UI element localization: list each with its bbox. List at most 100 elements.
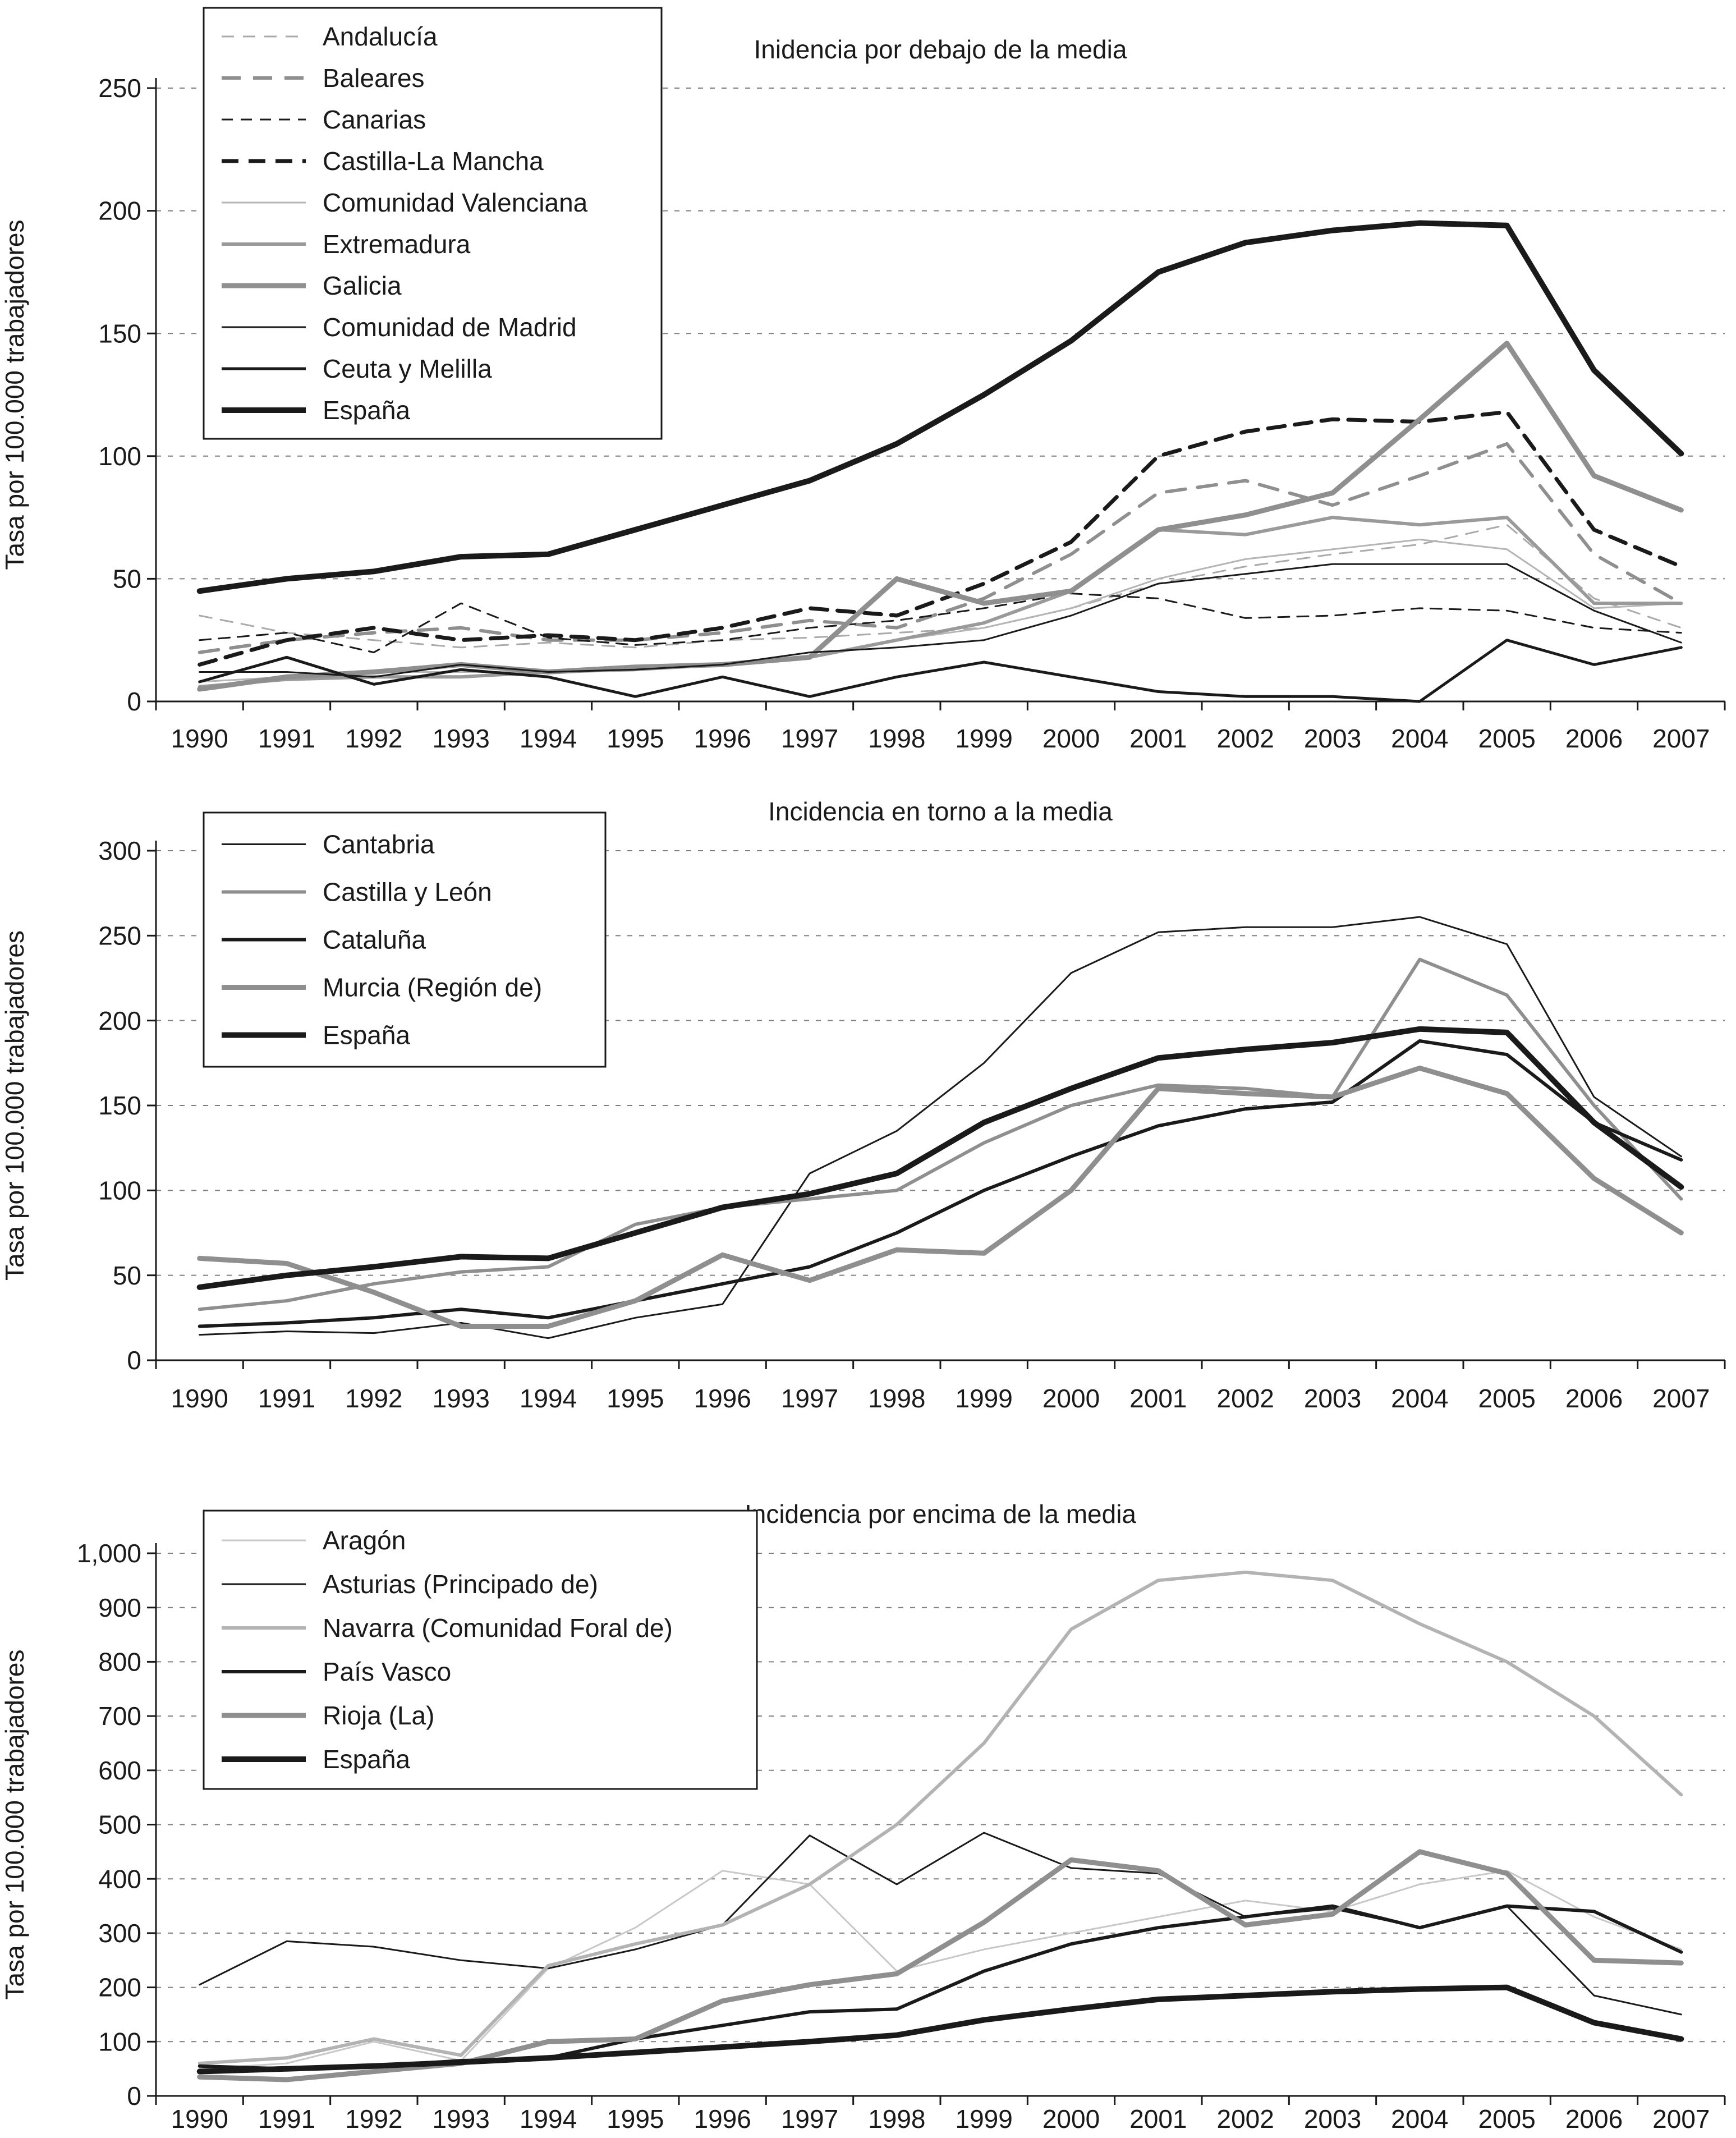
x-tick-label: 2004: [1391, 1384, 1448, 1413]
y-tick-label: 50: [113, 565, 141, 594]
x-tick-label: 1993: [432, 724, 489, 753]
legend: Cantabria Castilla y León Cataluña Murcia (…: [203, 811, 607, 1068]
legend-label: Murcia (Región de): [323, 973, 542, 1002]
chart-title: Incidencia por encima de la media: [745, 1499, 1136, 1529]
series-line: [198, 442, 1683, 654]
legend-label: Comunidad de Madrid: [323, 313, 577, 342]
chart-1: Inidencia por debajo de la media Tasa por…: [0, 7, 1726, 753]
y-tick-label: 900: [98, 1593, 141, 1622]
x-tick-label: 1997: [781, 2104, 838, 2134]
x-tick-label: 1993: [432, 1384, 489, 1413]
y-tick-label: 200: [98, 1973, 141, 2002]
legend-label: Comunidad Valenciana: [323, 188, 588, 217]
x-tick-label: 1997: [781, 724, 838, 753]
x-tick-label: 1998: [868, 1384, 925, 1413]
x-tick-label: 1995: [607, 1384, 664, 1413]
legend-label: Cantabria: [323, 830, 435, 859]
legend-label: Galicia: [323, 271, 402, 300]
x-tick-label: 1995: [607, 2104, 664, 2134]
x-tick-label: 2000: [1042, 2104, 1100, 2134]
y-tick-label: 100: [98, 442, 141, 471]
legend-label: Aragón: [323, 1526, 406, 1555]
x-tick-label: 1996: [694, 2104, 751, 2134]
x-tick-label: 1991: [258, 2104, 315, 2134]
legend-label: España: [323, 1745, 410, 1774]
x-tick-label: 2004: [1391, 2104, 1448, 2134]
x-tick-label: 2001: [1129, 2104, 1187, 2134]
x-tick-label: 2002: [1216, 2104, 1274, 2134]
x-tick-label: 2005: [1478, 1384, 1535, 1413]
y-tick-label: 150: [98, 1091, 141, 1120]
legend-label: Canarias: [323, 105, 426, 134]
y-tick-label: 100: [98, 1176, 141, 1205]
x-tick-label: 1992: [345, 1384, 402, 1413]
y-tick-label: 300: [98, 1919, 141, 1948]
series-line: [199, 916, 1682, 1339]
x-tick-label: 1995: [607, 724, 664, 753]
x-tick-label: 1999: [955, 724, 1012, 753]
x-tick-label: 1997: [781, 1384, 838, 1413]
x-tick-label: 1990: [171, 2104, 228, 2134]
x-tick-label: 1998: [868, 724, 925, 753]
x-tick-label: 1996: [694, 724, 751, 753]
x-tick-label: 1990: [171, 1384, 228, 1413]
x-tick-label: 2000: [1042, 1384, 1100, 1413]
y-tick-label: 500: [98, 1810, 141, 1839]
legend-label: Andalucía: [323, 22, 438, 51]
y-tick-label: 800: [98, 1648, 141, 1677]
x-tick-label: 1992: [345, 2104, 402, 2134]
series-line: [198, 1039, 1683, 1328]
x-tick-label: 2005: [1478, 2104, 1535, 2134]
x-tick-label: 1992: [345, 724, 402, 753]
x-tick-label: 2006: [1565, 2104, 1623, 2134]
x-tick-label: 2006: [1565, 1384, 1623, 1413]
legend-label: Extremadura: [323, 230, 471, 259]
y-tick-label: 400: [98, 1864, 141, 1893]
series-line: [197, 1065, 1684, 1329]
x-tick-label: 1994: [520, 1384, 577, 1413]
x-tick-label: 2007: [1652, 2104, 1710, 2134]
chart-3: Incidencia por encima de la media Tasa po…: [0, 1499, 1726, 2134]
series-line: [196, 1026, 1684, 1290]
legend-label: País Vasco: [323, 1657, 451, 1686]
y-axis-label: Tasa por 100.000 trabajadores: [0, 930, 29, 1281]
x-tick-label: 1994: [520, 2104, 577, 2134]
legend-label: Navarra (Comunidad Foral de): [323, 1613, 673, 1643]
x-tick-label: 2002: [1216, 1384, 1274, 1413]
x-tick-label: 1999: [955, 1384, 1012, 1413]
y-tick-label: 700: [98, 1701, 141, 1731]
x-tick-label: 2007: [1652, 1384, 1710, 1413]
x-tick-label: 1996: [694, 1384, 751, 1413]
x-tick-label: 2007: [1652, 724, 1710, 753]
legend-label: Asturias (Principado de): [323, 1570, 598, 1599]
x-tick-label: 2004: [1391, 724, 1448, 753]
series-line: [199, 1870, 1682, 2070]
series-line: [198, 1570, 1683, 2065]
y-tick-label: 100: [98, 2027, 141, 2056]
series-line: [198, 410, 1683, 667]
y-tick-label: 200: [98, 1006, 141, 1035]
y-tick-label: 50: [113, 1261, 141, 1290]
x-tick-label: 2003: [1304, 2104, 1361, 2134]
x-tick-label: 2001: [1129, 724, 1187, 753]
x-tick-label: 2003: [1304, 1384, 1361, 1413]
x-tick-label: 2002: [1216, 724, 1274, 753]
y-tick-label: 0: [127, 1346, 141, 1375]
x-tick-label: 2006: [1565, 724, 1623, 753]
legend: Andalucía Baleares Canarias Castilla-La Man…: [203, 7, 663, 440]
legend-box: [203, 7, 663, 440]
x-tick-label: 2003: [1304, 724, 1361, 753]
series-line: [196, 220, 1684, 594]
legend-label: Rioja (La): [323, 1701, 434, 1730]
x-tick-label: 1999: [955, 2104, 1012, 2134]
y-tick-label: 1,000: [77, 1539, 141, 1568]
legend-box: [203, 1510, 758, 1790]
x-tick-label: 1998: [868, 2104, 925, 2134]
y-tick-label: 150: [98, 319, 141, 348]
y-axis-label: Tasa por 100.000 trabajadores: [0, 1650, 29, 2000]
series-line: [197, 1849, 1684, 2082]
legend-label: España: [323, 396, 410, 425]
x-tick-label: 1990: [171, 724, 228, 753]
